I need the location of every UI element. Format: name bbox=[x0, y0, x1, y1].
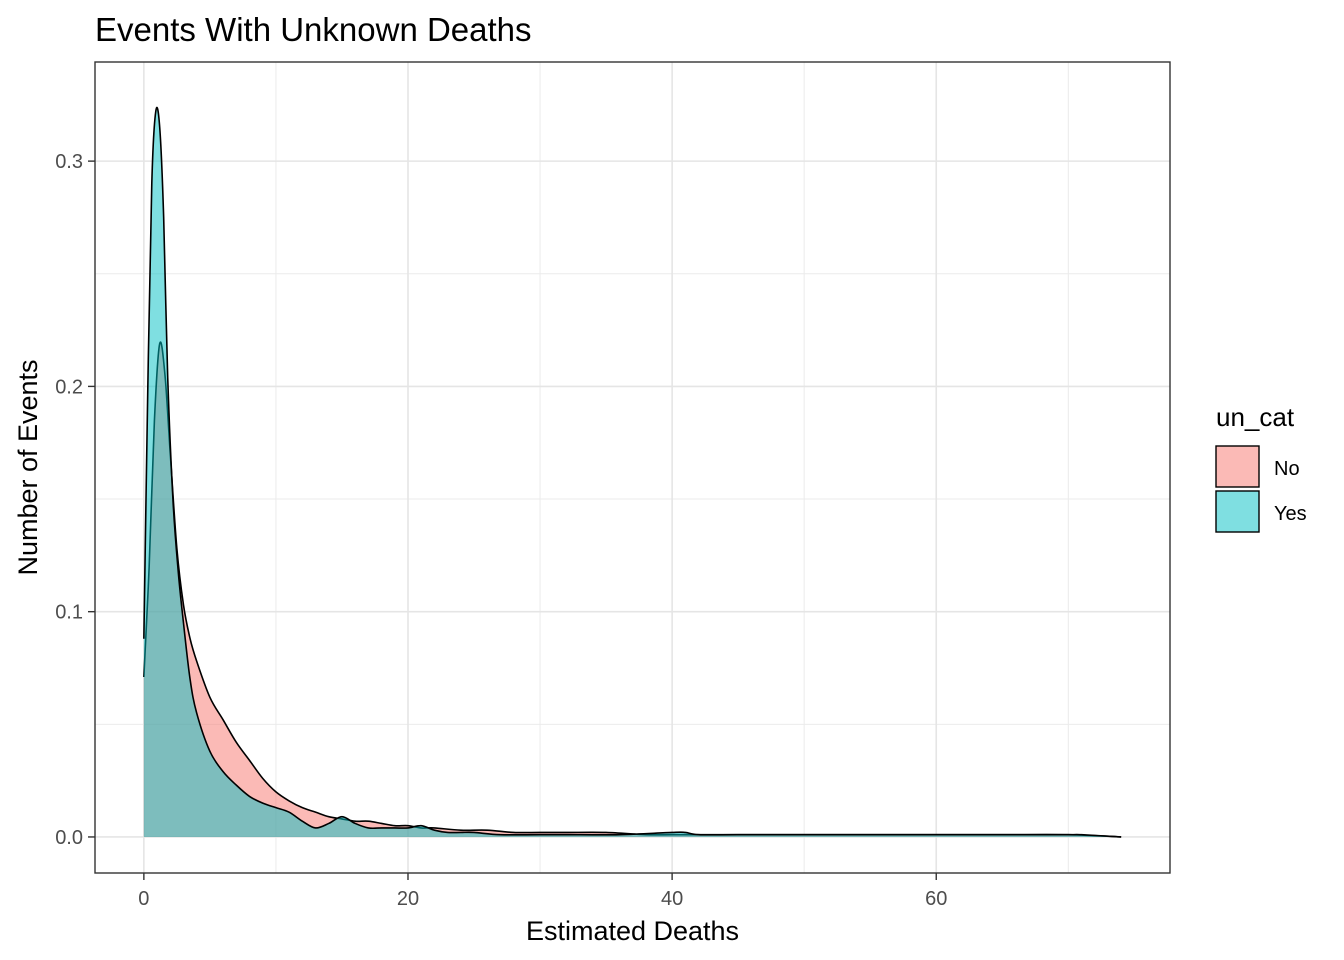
legend: un_cat No Yes bbox=[1215, 402, 1307, 533]
legend-label-no: No bbox=[1274, 458, 1300, 480]
legend-title: un_cat bbox=[1216, 402, 1295, 432]
x-axis: 0 20 40 60 bbox=[138, 873, 947, 910]
grid-lines bbox=[95, 62, 1170, 873]
y-axis-title: Number of Events bbox=[13, 359, 43, 575]
density-areas bbox=[143, 106, 1122, 838]
density-area-yes bbox=[143, 107, 1122, 837]
legend-entries: No Yes bbox=[1215, 445, 1307, 533]
legend-key-yes bbox=[1215, 490, 1260, 533]
plot-panel-border bbox=[94, 61, 1171, 874]
density-outline-yes bbox=[143, 106, 1122, 838]
y-tick-label: 0.3 bbox=[55, 151, 83, 173]
density-area-no bbox=[143, 342, 1122, 837]
x-axis-title: Estimated Deaths bbox=[526, 916, 739, 946]
y-axis: 0.0 0.1 0.2 0.3 bbox=[55, 151, 95, 849]
y-tick-label: 0.0 bbox=[55, 827, 83, 849]
x-tick-label: 0 bbox=[138, 888, 149, 910]
chart-title: Events With Unknown Deaths bbox=[95, 11, 532, 48]
legend-key-no bbox=[1215, 445, 1260, 488]
legend-label-yes: Yes bbox=[1274, 503, 1307, 525]
x-tick-label: 60 bbox=[925, 888, 947, 910]
x-tick-label: 20 bbox=[397, 888, 419, 910]
x-tick-label: 40 bbox=[661, 888, 683, 910]
density-outline-no bbox=[143, 341, 1122, 838]
y-tick-label: 0.1 bbox=[55, 602, 83, 624]
y-tick-label: 0.2 bbox=[55, 376, 83, 398]
